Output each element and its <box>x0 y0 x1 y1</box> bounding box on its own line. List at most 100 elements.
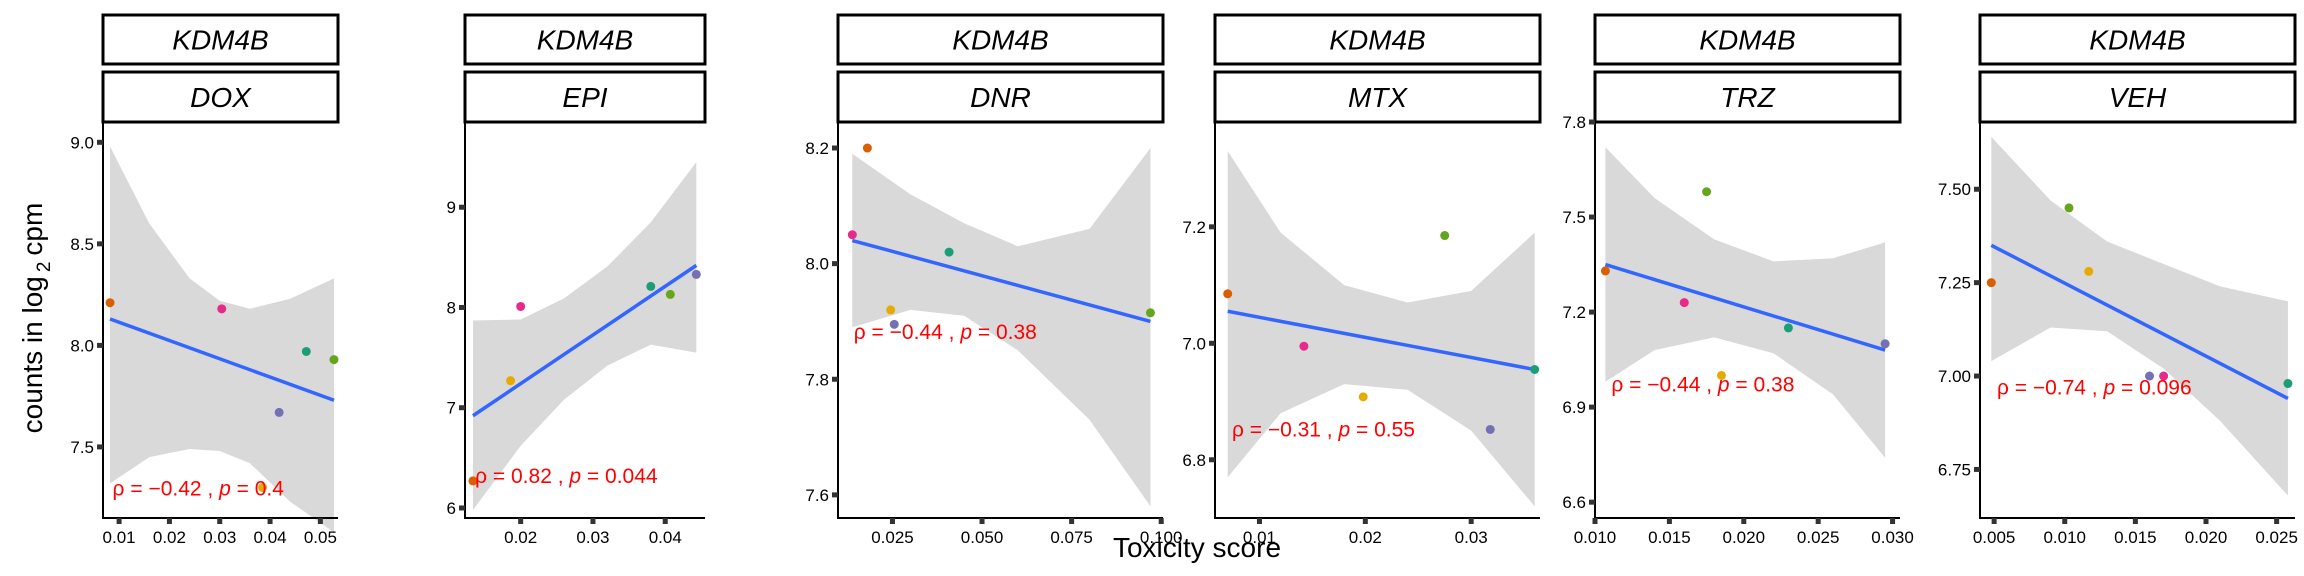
y-tick-label: 6.75 <box>1938 460 1971 479</box>
confidence-band <box>1991 136 2288 496</box>
data-point <box>301 346 311 356</box>
x-tick-label: 0.02 <box>1349 528 1382 547</box>
x-tick-label: 0.03 <box>576 528 609 547</box>
y-tick-label: 8.5 <box>70 235 94 254</box>
regression-line <box>471 263 698 418</box>
y-tick-label: 7 <box>447 399 456 418</box>
data-point <box>1440 231 1450 241</box>
separator: , <box>1700 373 1718 396</box>
equals-sign: = <box>231 478 255 501</box>
x-tick-label: 0.020 <box>1723 528 1766 547</box>
y-tick-label: 7.2 <box>1562 303 1586 322</box>
y-axis-title-subscript: 2 <box>34 262 55 273</box>
separator: , <box>552 465 570 488</box>
regression-line <box>1604 262 1886 352</box>
x-tick-label: 0.025 <box>1797 528 1840 547</box>
rho-symbol: ρ = <box>1611 373 1647 396</box>
panel-mtx: KDM4B MTX ρ = −0.31 , p = 0.55 6.8 7.0 7.2 0.0… <box>1182 13 1542 547</box>
data-point <box>1485 424 1495 434</box>
p-value: 0.4 <box>255 478 285 501</box>
treatment-strip-label: MTX <box>1348 82 1408 113</box>
x-tick-label: 0.02 <box>504 528 537 547</box>
x-tick-label: 0.01 <box>1243 528 1276 547</box>
rho-symbol: ρ = <box>1997 377 2033 400</box>
x-axis-title: Toxicity score <box>1113 532 1281 563</box>
panel-epi: KDM4B EPI ρ = 0.82 , p = 0.044 6 7 8 9 0.02 0.03… <box>447 13 707 547</box>
data-point <box>2145 371 2155 381</box>
data-point <box>1783 323 1793 333</box>
data-point <box>506 376 516 386</box>
correlation-label: ρ = −0.44 , p = 0.38 <box>854 321 1037 344</box>
y-axis-title-main: counts in log <box>17 276 48 433</box>
separator: , <box>1321 418 1339 441</box>
treatment-strip <box>1978 70 2297 124</box>
data-point <box>847 230 857 240</box>
x-tick-label: 0.025 <box>871 528 914 547</box>
y-tick-label: 7.8 <box>805 370 829 389</box>
gene-strip-label: KDM4B <box>952 25 1048 56</box>
treatment-strip-label: DOX <box>190 82 252 113</box>
y-tick-label: 8.0 <box>70 336 94 355</box>
regression-line <box>109 317 335 402</box>
x-tick-label: 0.010 <box>2043 528 2086 547</box>
y-axis-title-unit: cpm <box>17 203 48 256</box>
y-tick-label: 7.8 <box>1562 113 1586 132</box>
data-point <box>2159 371 2169 381</box>
data-point <box>1880 339 1890 349</box>
gene-strip <box>1978 13 2297 66</box>
y-tick-label: 7.5 <box>70 438 94 457</box>
data-point <box>1679 298 1689 308</box>
gene-strip-label: KDM4B <box>537 25 633 56</box>
data-point <box>1716 370 1726 380</box>
p-value: 0.044 <box>605 465 658 488</box>
equals-sign: = <box>581 465 605 488</box>
correlation-label: ρ = −0.31 , p = 0.55 <box>1232 418 1415 441</box>
panel-group: KDM4B DOX ρ = −0.42 , p = 0.4 7.5 8.0 8.5 9.0 0… <box>70 13 2298 547</box>
separator: , <box>2086 377 2104 400</box>
equals-sign: = <box>972 321 996 344</box>
x-tick-label: 0.005 <box>1973 528 2016 547</box>
treatment-strip <box>1213 70 1542 124</box>
data-point <box>1145 308 1155 318</box>
gene-strip-label: KDM4B <box>1329 25 1425 56</box>
gene-strip-label: KDM4B <box>1699 25 1795 56</box>
y-tick-label: 7.50 <box>1938 180 1971 199</box>
p-symbol: p <box>1717 373 1730 396</box>
gene-strip-label: KDM4B <box>2089 25 2185 56</box>
rho-symbol: ρ = <box>113 478 149 501</box>
data-point <box>258 483 268 493</box>
y-tick-label: 9 <box>447 198 456 217</box>
y-tick-label: 9.0 <box>70 133 94 152</box>
x-tick-label: 0.010 <box>1574 528 1617 547</box>
panel-dox: KDM4B DOX ρ = −0.42 , p = 0.4 7.5 8.0 8.5 9.0 0… <box>70 13 340 547</box>
confidence-band <box>110 146 334 533</box>
x-tick-label: 0.020 <box>2185 528 2228 547</box>
rho-value: −0.44 <box>890 321 943 344</box>
data-point <box>2064 203 2074 213</box>
data-point <box>1299 341 1309 351</box>
equals-sign: = <box>1730 373 1754 396</box>
equals-sign: = <box>1350 418 1374 441</box>
confidence-band <box>1605 147 1886 458</box>
panel-dnr: KDM4B DNR ρ = −0.44 , p = 0.38 7.6 7.8 8.0 8.2… <box>805 13 1182 547</box>
data-point <box>862 143 872 153</box>
data-point <box>2084 266 2094 276</box>
confidence-band <box>473 162 697 510</box>
rho-symbol: ρ = <box>1232 418 1268 441</box>
confidence-band <box>1227 151 1535 507</box>
p-symbol: p <box>568 465 581 488</box>
y-tick-label: 6.8 <box>1182 451 1206 470</box>
p-value: 0.096 <box>2139 377 2192 400</box>
rho-value: −0.42 <box>148 478 201 501</box>
p-symbol: p <box>959 321 972 344</box>
x-tick-label: 0.015 <box>1648 528 1691 547</box>
x-tick-label: 0.04 <box>254 528 287 547</box>
data-point <box>274 407 284 417</box>
x-tick-label: 0.03 <box>1455 528 1488 547</box>
data-point <box>646 281 656 291</box>
y-tick-label: 6.9 <box>1562 398 1586 417</box>
regression-line <box>1990 243 2289 401</box>
separator: , <box>202 478 220 501</box>
data-point <box>329 355 339 365</box>
